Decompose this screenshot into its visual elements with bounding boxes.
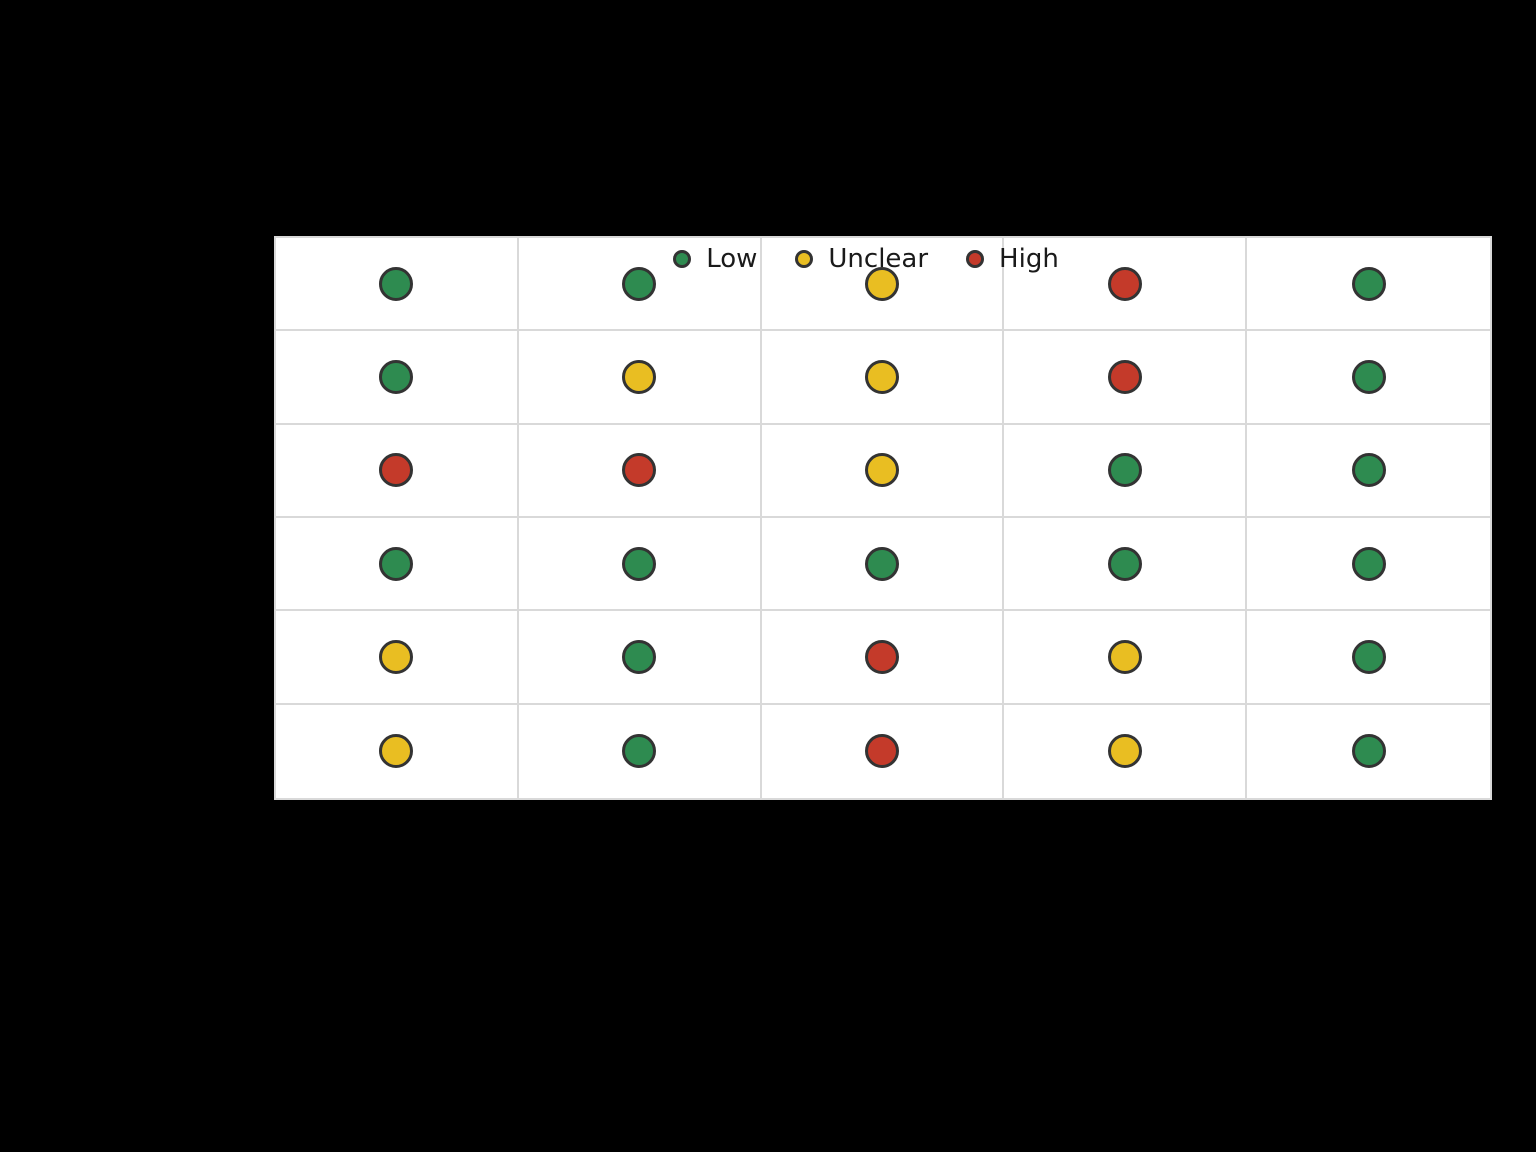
grid-cell-r3-c5 xyxy=(1247,425,1490,518)
judgement-dot-unclear xyxy=(379,639,414,674)
grid-cell-r2-c5 xyxy=(1247,331,1490,425)
judgement-dot-low xyxy=(622,546,657,581)
judgement-dot-low xyxy=(379,359,414,394)
grid-cell-r5-c5 xyxy=(1247,611,1490,705)
judgement-dot-high xyxy=(864,639,899,674)
judgement-dot-low xyxy=(1107,453,1142,488)
grid-cell-r4-c1 xyxy=(276,518,519,612)
judgement-dot-unclear xyxy=(864,453,899,488)
grid-cell-r5-c1 xyxy=(276,611,519,705)
judgement-dot-low xyxy=(379,266,414,301)
grid-cell-r1-c5 xyxy=(1247,238,1490,332)
judgement-dot-unclear xyxy=(379,734,414,769)
grid-cell-r1-c1 xyxy=(276,238,519,332)
judgement-dot-low xyxy=(379,546,414,581)
grid-cell-r5-c2 xyxy=(518,611,762,705)
grid-cell-r4-c4 xyxy=(1004,518,1248,612)
high-risk-dot-icon xyxy=(966,250,985,268)
judgement-dot-low xyxy=(622,734,657,769)
grid-cell-r2-c4 xyxy=(1004,331,1248,425)
judgement-dot-low xyxy=(1351,734,1386,769)
grid-cell-r1-c2 xyxy=(518,238,762,332)
grid-cell-r6-c3 xyxy=(762,704,1005,798)
judgement-dot-low xyxy=(1107,546,1142,581)
legend: Low Unclear High xyxy=(259,244,1473,274)
grid-cell-r6-c1 xyxy=(276,704,519,798)
grid-cell-r1-c4 xyxy=(1004,238,1248,332)
judgement-dot-unclear xyxy=(622,359,657,394)
plot-panel: Low Unclear High xyxy=(274,236,1492,800)
judgement-dot-unclear xyxy=(1107,734,1142,769)
judgement-dot-low xyxy=(622,639,657,674)
judgement-dot-high xyxy=(622,453,657,488)
grid-cell-r6-c5 xyxy=(1247,705,1490,798)
legend-label-unclear: Unclear xyxy=(828,244,929,274)
judgement-dot-low xyxy=(622,266,657,301)
judgement-dot-low xyxy=(1351,266,1386,301)
grid-cell-r3-c2 xyxy=(518,424,762,518)
grid-cell-r3-c1 xyxy=(276,424,519,518)
grid-cell-r4-c5 xyxy=(1247,518,1490,612)
legend-label-low: Low xyxy=(706,244,758,274)
judgement-dot-unclear xyxy=(864,359,899,394)
grid-cell-r6-c4 xyxy=(1004,704,1248,798)
judgement-dot-unclear xyxy=(864,266,899,301)
judgement-dot-unclear xyxy=(1107,639,1142,674)
grid-cell-r3-c3 xyxy=(761,424,1005,518)
legend-item-unclear: Unclear xyxy=(795,244,928,274)
grid-cell-r2-c2 xyxy=(518,331,762,425)
grid-cell-r6-c2 xyxy=(519,704,762,798)
judgement-dot-high xyxy=(379,453,414,488)
grid-cell-r1-c3 xyxy=(761,238,1005,332)
grid-cell-r5-c4 xyxy=(1004,611,1248,705)
grid-cell-r4-c3 xyxy=(761,518,1005,612)
judgement-dot-high xyxy=(1107,266,1142,301)
judgement-dot-high xyxy=(1107,359,1142,394)
legend-label-high: High xyxy=(999,244,1059,274)
legend-item-high: High xyxy=(966,244,1059,274)
judgement-dot-low xyxy=(1351,359,1386,394)
judgement-dot-low xyxy=(864,546,899,581)
legend-item-low: Low xyxy=(673,244,757,274)
grid-cell-r5-c3 xyxy=(761,611,1005,705)
judgement-dot-low xyxy=(1351,546,1386,581)
traffic-light-grid xyxy=(276,238,1490,798)
grid-cell-r4-c2 xyxy=(518,518,762,612)
judgement-dot-high xyxy=(864,734,899,769)
judgement-dot-low xyxy=(1351,639,1386,674)
grid-cell-r3-c4 xyxy=(1004,424,1248,518)
judgement-dot-low xyxy=(1351,453,1386,488)
low-risk-dot-icon xyxy=(673,250,692,268)
unclear-risk-dot-icon xyxy=(795,250,814,268)
grid-cell-r2-c1 xyxy=(276,331,519,425)
grid-cell-r2-c3 xyxy=(761,331,1005,425)
